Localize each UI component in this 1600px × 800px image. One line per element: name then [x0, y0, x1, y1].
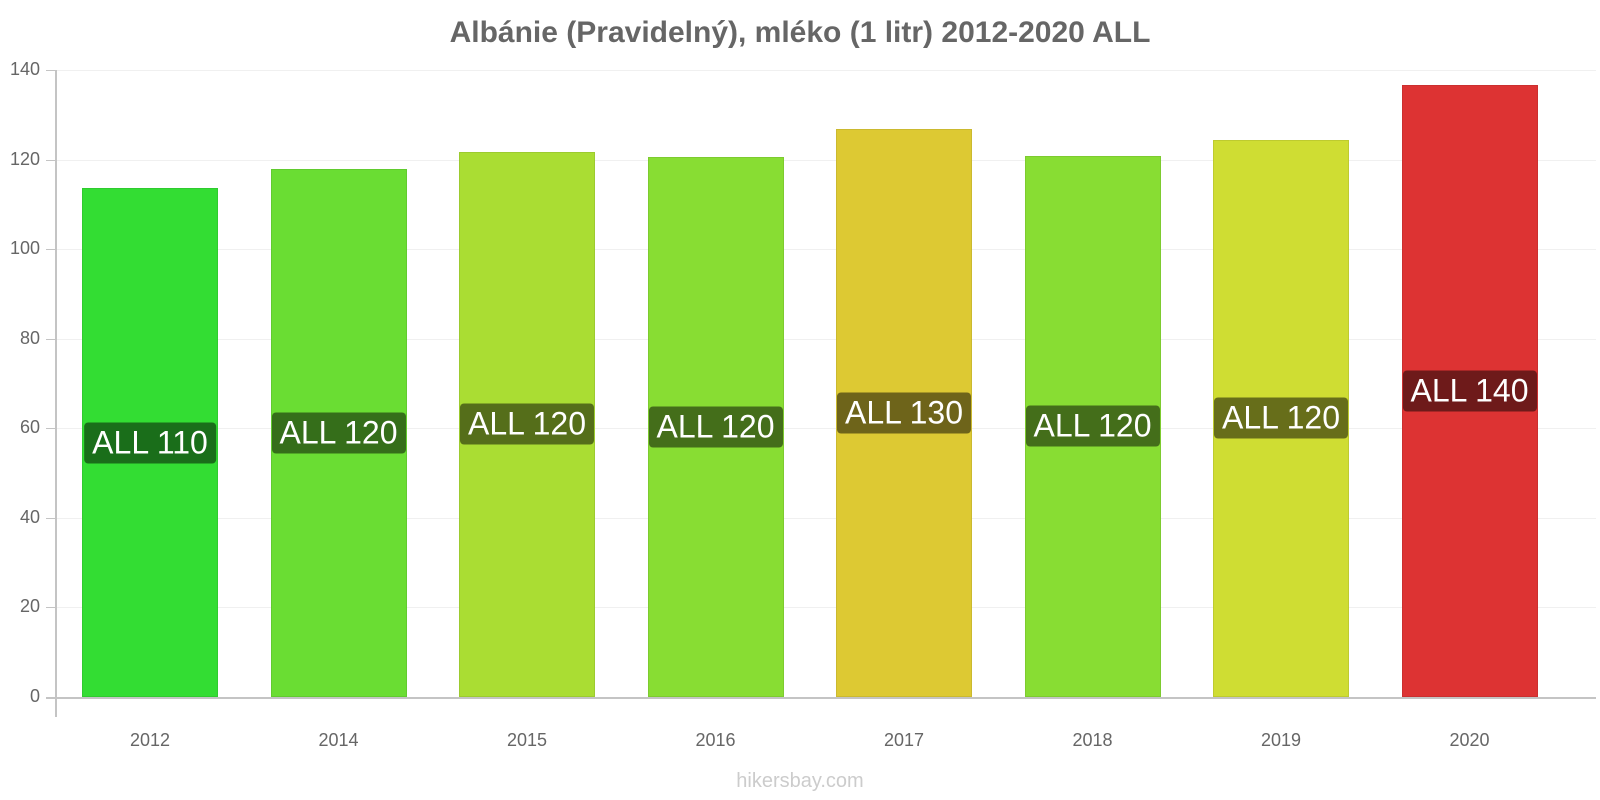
gridline — [56, 249, 1596, 251]
x-tick-label: 2020 — [1449, 730, 1490, 750]
y-tick-label: 100 — [9, 238, 40, 259]
y-tick-label: 60 — [19, 417, 40, 438]
data-label: ALL 130 — [836, 392, 972, 434]
gridline — [56, 607, 1596, 609]
gridline — [56, 70, 1596, 71]
gridline — [56, 517, 1596, 519]
y-axis-line — [55, 70, 57, 717]
data-label: ALL 140 — [1402, 370, 1537, 412]
y-tick-mark — [46, 607, 56, 609]
x-tick-label: 2015 — [506, 730, 548, 750]
y-tick-mark — [46, 249, 56, 251]
data-label: ALL 110 — [84, 422, 216, 464]
data-label: ALL 120 — [1025, 405, 1160, 447]
y-tick-label: 0 — [29, 686, 40, 706]
y-tick-mark — [46, 159, 56, 161]
y-tick-mark — [46, 517, 56, 519]
x-tick-label: 2012 — [129, 730, 171, 750]
y-tick-label: 20 — [19, 596, 40, 617]
source-watermark: hikersbay.com — [736, 770, 864, 792]
y-tick-mark — [46, 428, 56, 430]
x-tick-label: 2017 — [883, 730, 925, 750]
data-label: ALL 120 — [459, 403, 595, 445]
x-axis-line — [46, 697, 1596, 699]
gridline — [56, 159, 1596, 161]
chart-title: Albánie (Pravidelný), mléko (1 litr) 201… — [449, 16, 1151, 49]
y-tick-label: 40 — [19, 506, 40, 527]
data-label: ALL 120 — [648, 406, 783, 448]
gridline — [56, 338, 1596, 340]
gridline — [56, 428, 1596, 430]
x-tick-label: 2019 — [1260, 730, 1302, 750]
y-tick-mark — [46, 70, 56, 71]
y-tick-label: 120 — [9, 148, 40, 169]
y-tick-label: 140 — [9, 59, 40, 79]
x-tick-label: 2014 — [318, 730, 359, 750]
x-tick-label: 2016 — [695, 730, 736, 750]
y-tick-mark — [46, 338, 56, 340]
data-label: ALL 120 — [1213, 397, 1349, 439]
y-tick-label: 80 — [19, 327, 40, 348]
x-tick-label: 2018 — [1072, 730, 1113, 750]
data-label: ALL 120 — [271, 412, 406, 454]
